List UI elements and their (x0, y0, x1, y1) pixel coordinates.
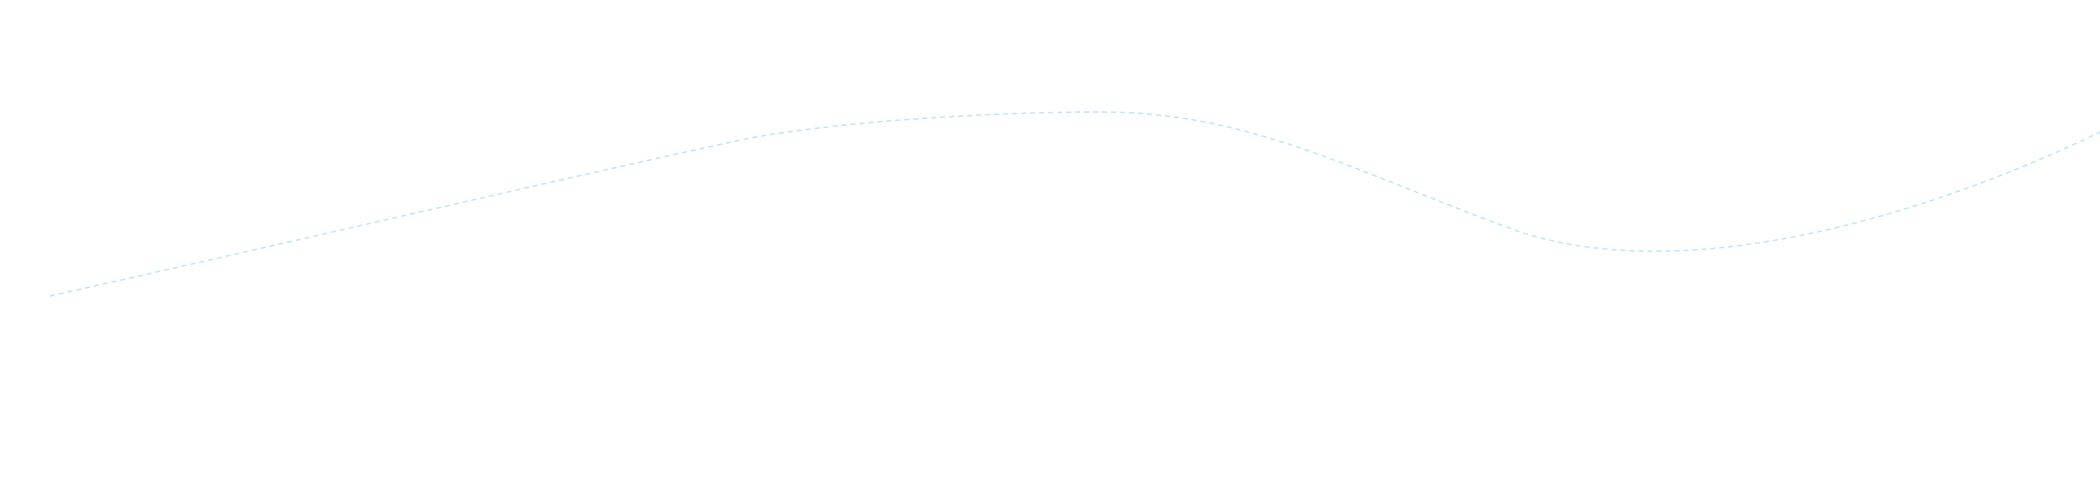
dashed-wave-line (49, 111, 2100, 297)
